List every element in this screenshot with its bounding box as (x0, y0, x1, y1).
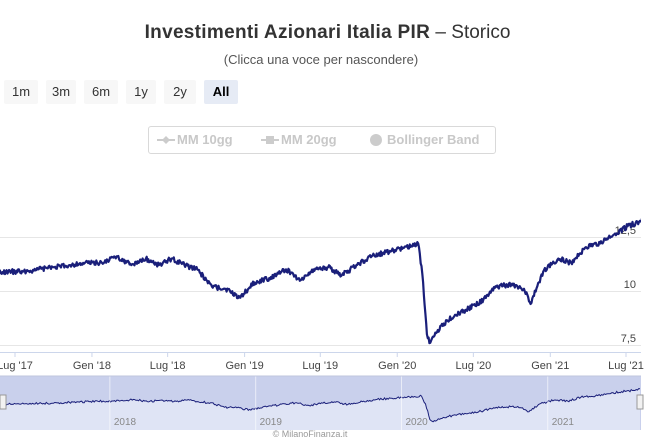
legend-item-mm10[interactable]: MM 10gg (155, 127, 233, 153)
range-button-2y[interactable]: 2y (164, 80, 196, 104)
x-tick-label: Gen '20 (378, 360, 416, 372)
navigator-handle-left[interactable] (0, 394, 7, 410)
chart-title-main: Investimenti Azionari Italia PIR (144, 22, 431, 43)
series-line (0, 217, 641, 345)
range-button-all[interactable]: All (204, 80, 238, 104)
chart-title: Investimenti Azionari Italia PIR – Stori… (0, 22, 655, 44)
x-tick-label: Lug '20 (455, 360, 491, 372)
indicator-legend: MM 10gg MM 20gg Bollinger Band (148, 126, 496, 154)
circle-icon (370, 134, 382, 146)
x-tick-label: Lug '21 (608, 360, 644, 372)
chart-subtitle: (Clicca una voce per nascondere) (223, 52, 419, 67)
credit-text: © MilanoFinanza.it (273, 429, 348, 437)
legend-item-mm20[interactable]: MM 20gg (259, 127, 337, 153)
range-button-1y[interactable]: 1y (126, 80, 156, 104)
y-tick-label: 10 (624, 279, 636, 291)
legend-label-mm20: MM 20gg (281, 132, 337, 147)
legend-item-bollinger[interactable]: Bollinger Band (367, 127, 479, 153)
range-button-6m[interactable]: 6m (84, 80, 118, 104)
diamond-line-icon (157, 136, 175, 144)
navigator-tick-label: 2018 (114, 417, 137, 428)
y-tick-label: 7,5 (621, 333, 636, 345)
x-tick-label: Lug '19 (302, 360, 338, 372)
x-tick-label: Lug '18 (150, 360, 186, 372)
square-line-icon (261, 136, 279, 144)
chart-title-suffix: Storico (451, 22, 511, 43)
navigator-tick-label: 2019 (260, 417, 283, 428)
navigator-handle-right[interactable] (636, 394, 644, 410)
x-tick-label: Gen '18 (73, 360, 111, 372)
navigator-area (0, 388, 640, 430)
range-button-3m[interactable]: 3m (46, 80, 76, 104)
navigator-tick-label: 2021 (552, 417, 575, 428)
x-tick-label: Gen '21 (531, 360, 569, 372)
title-separator: – (435, 22, 452, 43)
navigator-series-line (0, 388, 641, 423)
x-tick-label: Gen '19 (226, 360, 264, 372)
x-tick-label: Lug '17 (0, 360, 33, 372)
legend-label-mm10: MM 10gg (177, 132, 233, 147)
legend-label-bollinger: Bollinger Band (387, 132, 480, 147)
range-button-1m[interactable]: 1m (4, 80, 38, 104)
navigator-tick-label: 2020 (405, 417, 428, 428)
